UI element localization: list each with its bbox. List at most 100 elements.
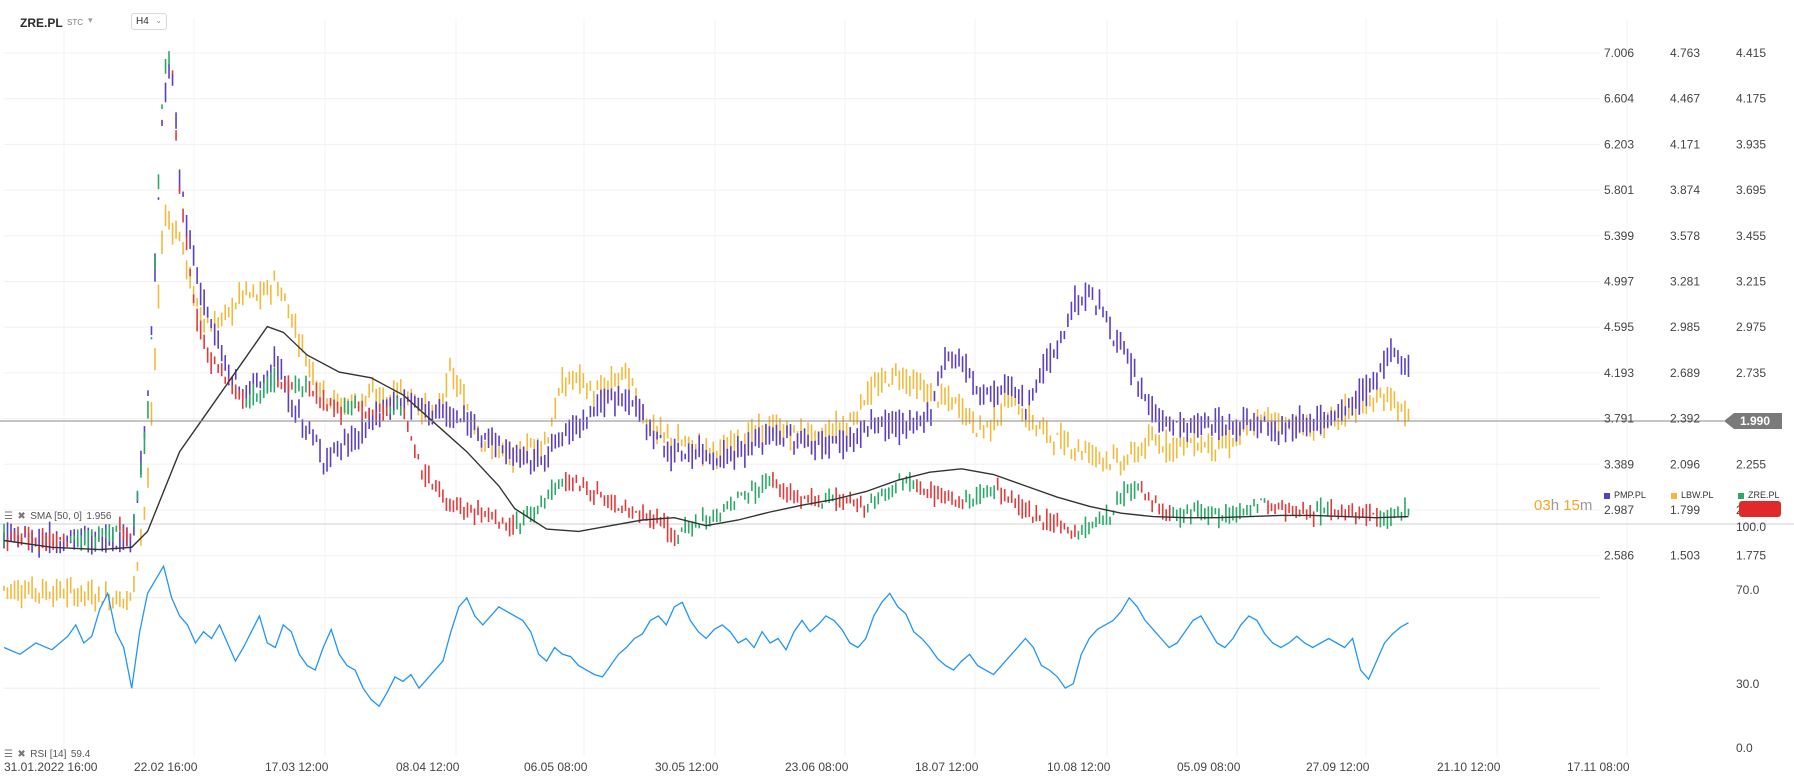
rsi-grid	[4, 597, 1600, 689]
legend-label: LBW.PL	[1681, 490, 1714, 500]
sma-value: 1.956	[86, 511, 112, 522]
time-axis-label: 31.01.2022 16:00	[4, 760, 98, 774]
pmp-axis-tick[interactable]: 2.096	[1670, 457, 1700, 471]
chevron-down-icon: ⌄	[155, 16, 162, 25]
rsi-line-path	[3, 564, 1409, 708]
zre-axis-tick[interactable]: 6.203	[1604, 137, 1634, 151]
lbw-series	[3, 204, 1410, 612]
pmp-axis-tick[interactable]: 4.171	[1670, 137, 1700, 151]
lbw-axis-tick[interactable]: 3.215	[1736, 275, 1766, 289]
zre-axis-tick[interactable]: 5.801	[1604, 183, 1634, 197]
main-grid	[0, 18, 1794, 756]
status-badge[interactable]	[1739, 501, 1781, 517]
candle-countdown: 03h 15m	[1534, 497, 1592, 514]
timeframe-label: H4	[136, 16, 149, 27]
zre-axis-tick[interactable]: 7.006	[1604, 46, 1634, 60]
zre-axis-tick[interactable]: 5.399	[1604, 229, 1634, 243]
pmp-price-axis[interactable]: 4.763 4.467 4.171 3.874 3.578 3.281 2.985 2.689…	[1670, 46, 1700, 563]
zre-axis-tick[interactable]: 2.586	[1604, 549, 1634, 563]
time-axis-label: 22.02 16:00	[134, 760, 198, 774]
price-tag-shape	[1724, 413, 1782, 429]
zre-price-axis[interactable]: 7.006 6.604 6.203 5.801 5.399 4.997 4.595 4.193…	[1604, 46, 1634, 563]
pmp-axis-tick[interactable]: 1.503	[1670, 549, 1700, 563]
zre-axis-tick[interactable]: 6.604	[1604, 92, 1634, 106]
pmp-axis-tick[interactable]: 3.874	[1670, 183, 1700, 197]
sma-indicator-label-row[interactable]: ☰ ✖ SMA [50, 0] 1.956	[4, 506, 111, 524]
rsi-label: RSI [14]	[30, 749, 67, 760]
rsi-axis-tick: 100.0	[1736, 520, 1766, 534]
zre-axis-tick[interactable]: 4.595	[1604, 320, 1634, 334]
pmp-axis-tick[interactable]: 2.689	[1670, 366, 1700, 380]
legend-item-pmp[interactable]: PMP.PL	[1604, 490, 1646, 500]
legend-item-zre[interactable]: ZRE.PL	[1738, 490, 1780, 500]
chevron-down-icon[interactable]: ▾	[88, 15, 93, 25]
pmp-axis-tick[interactable]: 1.799	[1670, 503, 1700, 517]
lbw-axis-tick[interactable]: 2.975	[1736, 320, 1766, 334]
sma-series	[3, 325, 1409, 551]
time-axis-label: 05.09 08:00	[1177, 760, 1241, 774]
legend-label: ZRE.PL	[1748, 490, 1780, 500]
lbw-axis-tick[interactable]: 2.735	[1736, 366, 1766, 380]
time-axis-label: 08.04 12:00	[396, 760, 460, 774]
zre-axis-tick[interactable]: 4.193	[1604, 366, 1634, 380]
lbw-axis-tick[interactable]: 4.415	[1736, 46, 1766, 60]
time-axis[interactable]: 31.01.2022 16:00 22.02 16:00 17.03 12:00 08…	[4, 760, 1630, 774]
lbw-axis-tick[interactable]: 2.255	[1736, 457, 1766, 471]
exchange-label: STC	[67, 18, 83, 27]
zre-axis-tick[interactable]: 4.997	[1604, 275, 1634, 289]
time-axis-label: 23.06 08:00	[785, 760, 849, 774]
pmp-axis-tick[interactable]: 2.392	[1670, 412, 1700, 426]
pmp-axis-tick[interactable]: 4.467	[1670, 92, 1700, 106]
zre-axis-tick[interactable]: 3.791	[1604, 412, 1634, 426]
time-axis-label: 10.08 12:00	[1047, 760, 1111, 774]
countdown-h-unit: h	[1550, 497, 1560, 514]
pmp-axis-tick[interactable]: 3.281	[1670, 275, 1700, 289]
menu-icon[interactable]: ☰	[4, 511, 13, 522]
zre-series	[3, 51, 1410, 552]
pmp-axis-tick[interactable]: 3.578	[1670, 229, 1700, 243]
time-axis-label: 21.10 12:00	[1437, 760, 1501, 774]
close-icon[interactable]: ✖	[17, 511, 26, 522]
price-tag-value: 1.990	[1740, 414, 1770, 428]
time-axis-label: 18.07 12:00	[915, 760, 979, 774]
sma-label: SMA [50, 0]	[30, 511, 82, 522]
lbw-price-axis[interactable]: 4.415 4.175 3.935 3.695 3.455 3.215 2.975 2.735…	[1736, 46, 1766, 563]
legend-swatch	[1604, 492, 1610, 499]
rsi-value: 59.4	[70, 749, 91, 760]
countdown-hours: 03	[1534, 497, 1551, 514]
time-axis-label: 06.05 08:00	[524, 760, 588, 774]
lbw-axis-tick[interactable]: 1.775	[1736, 549, 1766, 563]
rsi-series	[3, 564, 1409, 708]
countdown-minutes: 15	[1563, 497, 1580, 514]
lbw-axis-tick[interactable]: 4.175	[1736, 92, 1766, 106]
rsi-indicator-label-row[interactable]: ☰ ✖ RSI [14] 59.4	[4, 744, 90, 762]
legend-swatch	[1671, 492, 1677, 499]
sma-line-path	[3, 325, 1409, 551]
time-axis-label: 17.11 08:00	[1567, 760, 1630, 774]
rsi-axis-tick: 0.0	[1736, 741, 1753, 755]
legend-label: PMP.PL	[1614, 490, 1646, 500]
symbol-name[interactable]: ZRE.PL	[20, 16, 63, 30]
time-axis-label: 30.05 12:00	[655, 760, 719, 774]
rsi-axis-tick: 70.0	[1736, 583, 1760, 597]
rsi-axis[interactable]: 100.0 70.0 30.0 0.0	[1736, 520, 1766, 755]
legend-swatch	[1738, 492, 1744, 499]
legend-item-lbw[interactable]: LBW.PL	[1671, 490, 1714, 500]
menu-icon[interactable]: ☰	[4, 749, 13, 760]
pmp-axis-tick[interactable]: 2.985	[1670, 320, 1700, 334]
rsi-axis-tick: 30.0	[1736, 677, 1760, 691]
timeframe-button[interactable]: H4 ⌄	[131, 13, 167, 30]
zre-axis-tick[interactable]: 3.389	[1604, 457, 1634, 471]
time-axis-label: 27.09 12:00	[1306, 760, 1370, 774]
lbw-axis-tick[interactable]: 3.455	[1736, 229, 1766, 243]
lbw-axis-tick[interactable]: 3.935	[1736, 137, 1766, 151]
zre-axis-tick[interactable]: 2.987	[1604, 503, 1634, 517]
countdown-m-unit: m	[1579, 497, 1593, 514]
pmp-series	[3, 63, 1410, 558]
time-axis-label: 17.03 12:00	[265, 760, 329, 774]
current-price-tag: 1.990	[1724, 413, 1782, 429]
close-icon[interactable]: ✖	[17, 749, 26, 760]
pmp-axis-tick[interactable]: 4.763	[1670, 46, 1700, 60]
lbw-axis-tick[interactable]: 3.695	[1736, 183, 1766, 197]
